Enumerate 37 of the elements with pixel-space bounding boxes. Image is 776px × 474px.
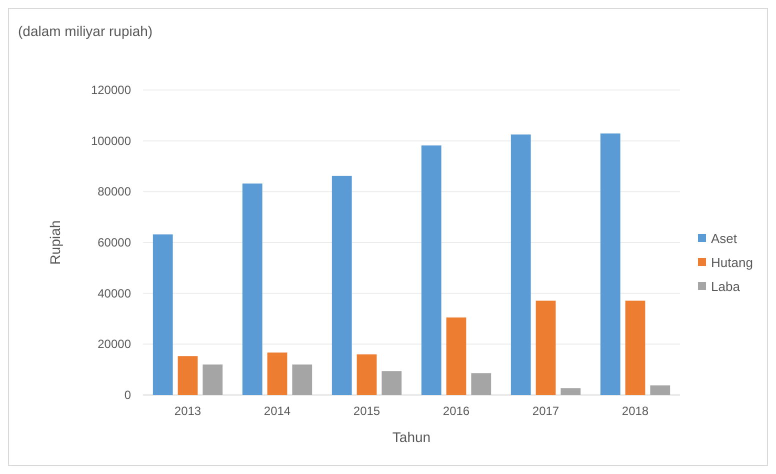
bar [446,317,466,395]
bar [178,356,198,395]
bar [536,300,556,395]
chart-title: (dalam miliyar rupiah) [18,23,153,39]
bar [560,388,581,395]
y-axis-title: Rupiah [47,220,63,265]
bar [292,364,312,395]
x-tick-label: 2015 [353,404,380,418]
x-tick-label: 2016 [442,404,470,418]
bar [650,385,670,395]
bar [152,234,173,395]
bar [600,133,620,395]
bar [471,373,492,395]
bar [242,184,262,395]
bar [382,371,402,395]
x-tick-label: 2013 [174,404,202,418]
y-tick-label: 60000 [98,236,132,250]
bar [625,300,646,395]
x-tick-label: 2014 [264,404,291,418]
x-tick-label: 2018 [622,404,649,418]
y-tick-label: 20000 [98,337,132,352]
legend-label: Aset [711,231,738,246]
x-axis-title: Tahun [392,429,431,445]
bar [510,134,531,395]
y-tick-label: 120000 [90,83,132,97]
bar [202,364,223,395]
y-tick-label: 0 [124,388,132,402]
bar [356,354,377,395]
legend-label: Laba [711,279,741,294]
legend-label: Hutang [711,255,753,270]
bar [267,352,288,395]
y-tick-label: 40000 [98,286,132,300]
y-tick-label: 80000 [98,184,132,199]
x-tick-label: 2017 [532,404,560,418]
y-tick-label: 100000 [90,134,132,148]
bar [421,145,442,395]
bar [332,176,352,395]
